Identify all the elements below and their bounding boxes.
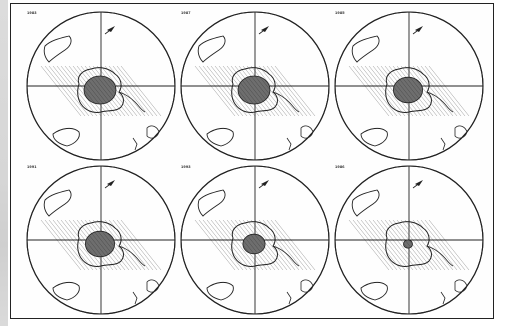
polar-map [334,11,484,161]
polar-map [334,165,484,315]
polar-map-panel: 1983 [21,6,181,166]
polar-map [180,11,330,161]
polar-map-panel: 1985 [329,6,489,166]
polar-map [26,165,176,315]
polar-map [180,165,330,315]
polar-map-panel: 1987 [175,6,335,166]
polar-map [26,11,176,161]
polar-map-panel: 1986 [329,160,489,320]
panel-year-label: 1986 [335,164,345,169]
panel-year-label: 1985 [335,10,345,15]
panel-year-label: 1987 [181,10,191,15]
panel-year-label: 1993 [181,164,191,169]
panel-year-label: 1983 [27,10,37,15]
scan-edge-strip [0,0,8,326]
polar-map-panel: 1993 [175,160,335,320]
figure-frame: 1983 1987 [10,3,494,319]
panel-year-label: 1991 [27,164,37,169]
polar-map-panel: 1991 [21,160,181,320]
